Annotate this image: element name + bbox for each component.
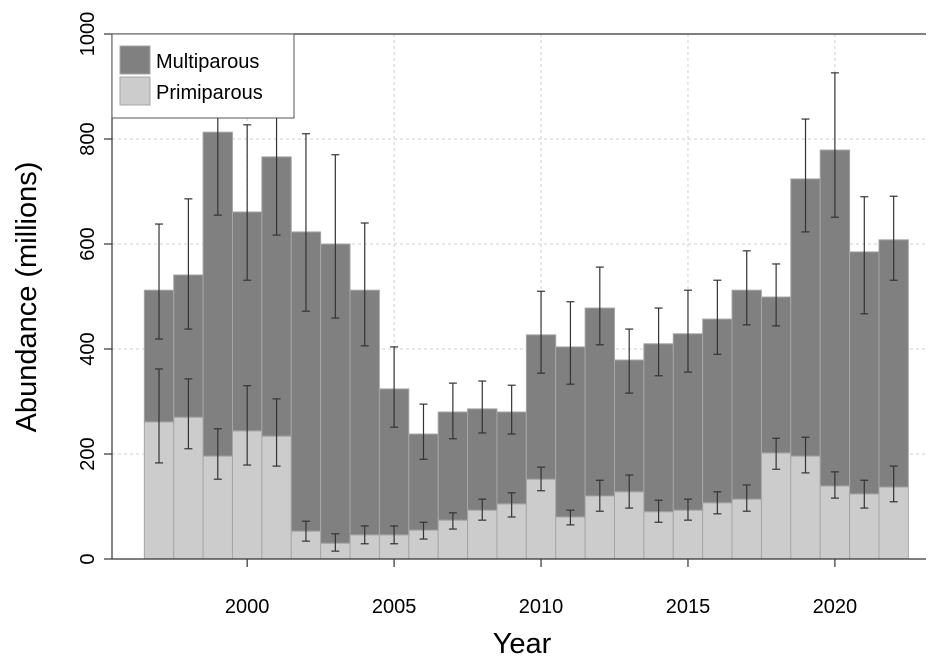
x-tick-label: 2005 (372, 596, 417, 618)
y-axis-label: Abundance (millions) (11, 162, 43, 433)
x-tick-label: 2010 (519, 596, 564, 618)
x-axis-label: Year (493, 628, 552, 660)
x-tick-label: 2000 (225, 596, 270, 618)
bar-segment (760, 452, 792, 560)
legend-label: Multiparous (156, 51, 259, 73)
y-tick-label: 600 (77, 227, 99, 260)
y-tick-label: 400 (77, 332, 99, 365)
y-tick-label: 0 (77, 553, 99, 564)
y-tick-label: 800 (77, 122, 99, 155)
legend-label: Primiparous (156, 82, 263, 104)
x-tick-label: 2015 (666, 596, 711, 618)
y-tick-label: 1000 (77, 12, 99, 57)
bar-segment (525, 478, 557, 560)
y-tick-label: 200 (77, 437, 99, 470)
legend-swatch (119, 45, 151, 75)
x-tick-label: 2020 (813, 596, 858, 618)
legend-swatch (119, 76, 151, 106)
